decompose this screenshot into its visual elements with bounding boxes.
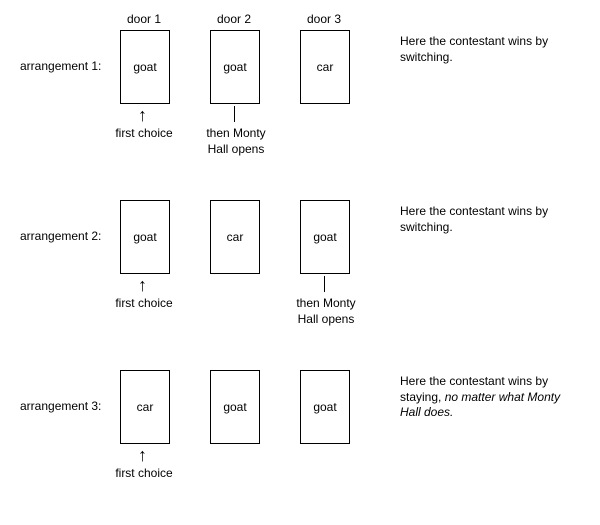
caption-first-choice-r1: first choice: [112, 126, 176, 142]
header-door-2: door 2: [210, 12, 258, 26]
door-r3-c3: goat: [300, 370, 350, 444]
door-r2-c1: goat: [120, 200, 170, 274]
door-r1-c1: goat: [120, 30, 170, 104]
door-content: goat: [223, 400, 246, 414]
door-content: goat: [133, 230, 156, 244]
door-r2-c2: car: [210, 200, 260, 274]
door-content: goat: [313, 400, 336, 414]
row-label-1: arrangement 1:: [20, 59, 101, 73]
door-content: car: [317, 60, 334, 74]
monty-line-r1: [234, 106, 235, 122]
door-content: car: [227, 230, 244, 244]
caption-first-choice-r3: first choice: [112, 466, 176, 482]
outcome-3: Here the contestant wins by staying, no …: [400, 374, 570, 421]
row-label-2: arrangement 2:: [20, 229, 101, 243]
door-content: car: [137, 400, 154, 414]
door-r3-c2: goat: [210, 370, 260, 444]
outcome-plain: Here the contestant wins by switching.: [400, 34, 548, 64]
caption-first-choice-r2: first choice: [112, 296, 176, 312]
outcome-1: Here the contestant wins by switching.: [400, 34, 570, 65]
door-content: goat: [133, 60, 156, 74]
door-r1-c3: car: [300, 30, 350, 104]
door-r1-c2: goat: [210, 30, 260, 104]
door-r2-c3: goat: [300, 200, 350, 274]
arrow-first-choice-r1: ↑: [138, 106, 147, 124]
arrow-first-choice-r2: ↑: [138, 276, 147, 294]
arrow-first-choice-r3: ↑: [138, 446, 147, 464]
row-label-3: arrangement 3:: [20, 399, 101, 413]
door-content: goat: [223, 60, 246, 74]
caption-monty-r1: then Monty Hall opens: [196, 126, 276, 157]
monty-line-r2: [324, 276, 325, 292]
outcome-2: Here the contestant wins by switching.: [400, 204, 570, 235]
door-r3-c1: car: [120, 370, 170, 444]
header-door-1: door 1: [120, 12, 168, 26]
caption-monty-r2: then Monty Hall opens: [286, 296, 366, 327]
outcome-plain: Here the contestant wins by switching.: [400, 204, 548, 234]
header-door-3: door 3: [300, 12, 348, 26]
door-content: goat: [313, 230, 336, 244]
